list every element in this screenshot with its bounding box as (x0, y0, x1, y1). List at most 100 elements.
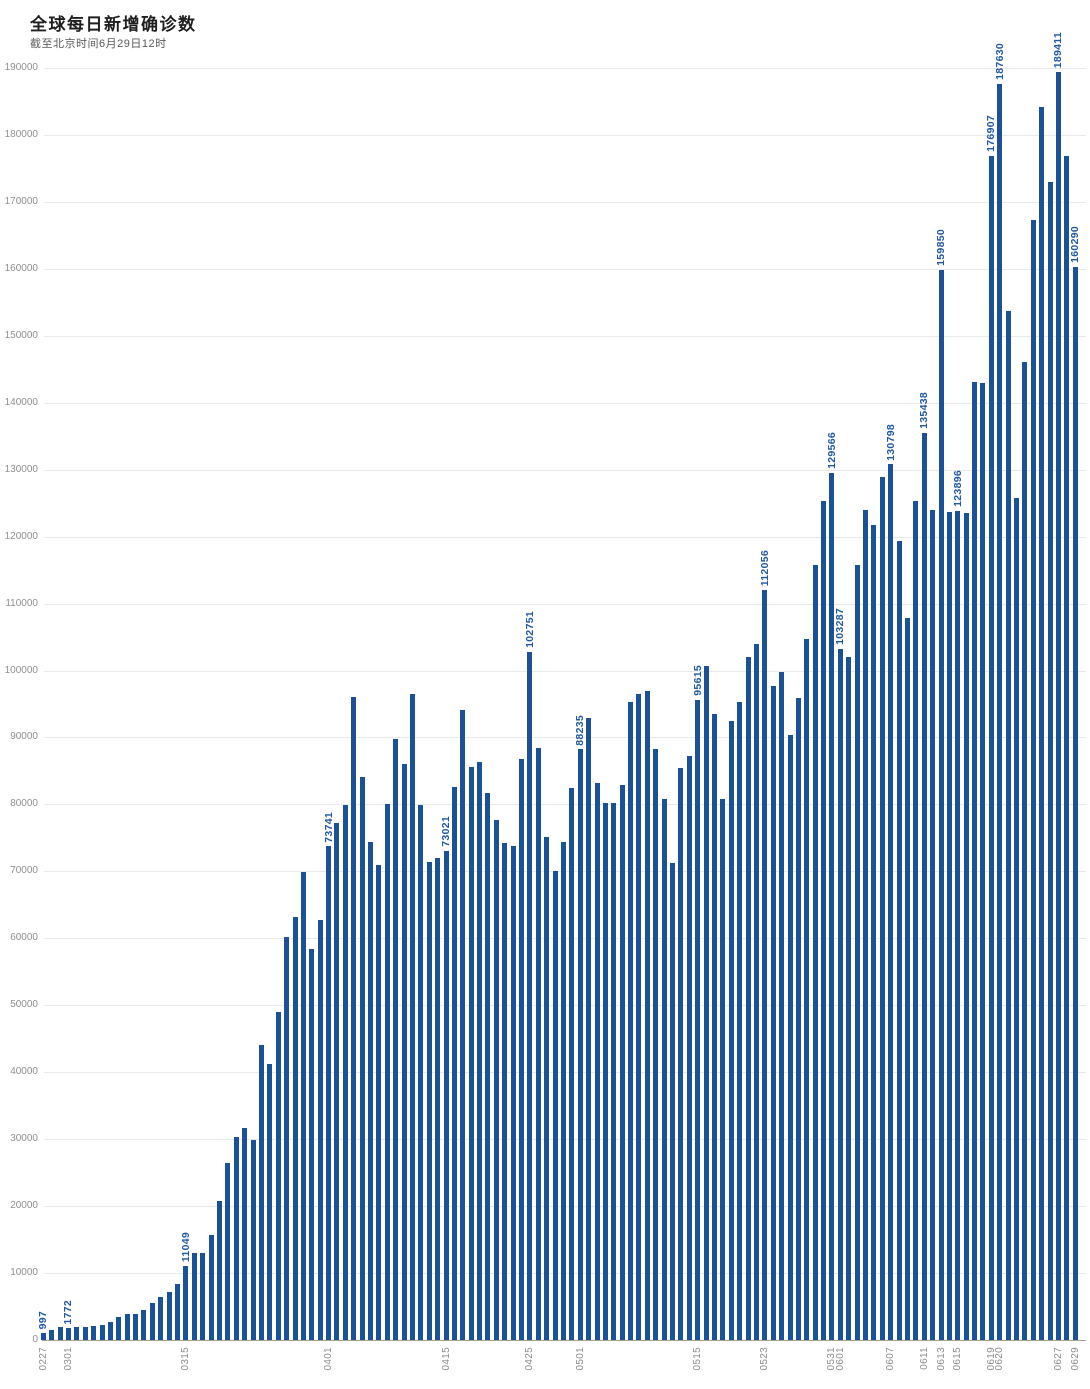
bar (1039, 107, 1045, 1340)
bar (745, 656, 751, 1340)
bar (955, 510, 961, 1340)
bar (40, 1333, 46, 1340)
bar (141, 1310, 147, 1340)
bar (485, 793, 491, 1340)
y-axis-tick-label: 140000 (4, 396, 38, 408)
bar (946, 511, 952, 1340)
y-axis-tick-label: 60000 (10, 932, 38, 944)
bar (65, 1328, 71, 1340)
x-axis-tick-text: 0301 (62, 1347, 74, 1371)
bar (317, 919, 323, 1340)
bar (753, 643, 759, 1340)
x-axis-tick-label: 0615 (951, 1347, 965, 1370)
x-axis-tick-text: 0627 (1052, 1347, 1064, 1371)
bar (972, 381, 978, 1340)
bar (326, 846, 332, 1340)
x-axis-tick-label: 0515 (691, 1347, 705, 1370)
bar (200, 1252, 206, 1340)
y-axis-tick-label: 0 (32, 1334, 38, 1345)
x-axis-tick-text: 0227 (37, 1347, 49, 1371)
bar (619, 785, 625, 1340)
x-axis-tick-text: 0611 (918, 1347, 930, 1370)
bar (502, 842, 508, 1340)
gridline (44, 201, 1086, 203)
bar-value-text: 129566 (825, 431, 838, 469)
bar (284, 936, 290, 1340)
x-axis-tick-label: 0629 (1068, 1347, 1082, 1370)
bar (569, 787, 575, 1340)
bar (938, 269, 944, 1340)
bar (225, 1162, 231, 1340)
bar (216, 1200, 222, 1340)
gridline (44, 335, 1086, 337)
bar (91, 1325, 97, 1340)
x-axis-tick-label: 0415 (439, 1347, 453, 1370)
bar (149, 1302, 155, 1340)
bar (1064, 155, 1070, 1340)
bar (837, 648, 843, 1340)
bar-value-text: 95615 (691, 665, 704, 696)
bar (586, 718, 592, 1340)
y-axis-tick-label: 170000 (4, 195, 38, 207)
bar-value-text: 187630 (993, 43, 1006, 80)
x-axis-tick-label: 0601 (833, 1347, 847, 1370)
gridline (44, 469, 1086, 471)
bar (594, 782, 600, 1340)
bar (1005, 311, 1011, 1340)
bar (963, 512, 969, 1340)
bar-value-text: 11049 (179, 1231, 192, 1263)
bar (451, 787, 457, 1340)
x-axis-tick-text: 0315 (180, 1347, 192, 1371)
bar (116, 1316, 122, 1340)
bar (879, 476, 885, 1340)
bar (57, 1327, 63, 1340)
x-axis-tick-label: 0613 (934, 1347, 948, 1370)
bar (267, 1064, 273, 1340)
gridline (44, 268, 1086, 270)
bar (812, 565, 818, 1340)
bar (258, 1044, 264, 1340)
bar (661, 799, 667, 1340)
bar-value-label: 73021 (439, 816, 453, 847)
x-axis-tick-text: 0515 (692, 1347, 704, 1371)
bar-value-label: 159850 (934, 229, 948, 266)
bar (133, 1314, 139, 1340)
bar-value-text: 176907 (985, 114, 998, 152)
bar (1055, 71, 1061, 1340)
bar (863, 509, 869, 1340)
bar (384, 803, 390, 1340)
bar-value-label: 135438 (917, 392, 931, 429)
bar (560, 842, 566, 1340)
bar (393, 739, 399, 1340)
x-axis-tick-label: 0523 (758, 1347, 772, 1370)
bar (703, 665, 709, 1340)
y-axis-tick-label: 100000 (4, 664, 38, 676)
bar (795, 697, 801, 1340)
bar (292, 916, 298, 1340)
bar (527, 652, 533, 1340)
gridline (44, 804, 1086, 806)
y-axis-tick-label: 90000 (10, 731, 38, 743)
bar (686, 755, 692, 1340)
bar (359, 776, 365, 1340)
x-axis-line (42, 1340, 1086, 1341)
bar (334, 822, 340, 1340)
y-axis-tick-label: 130000 (4, 463, 38, 475)
y-axis-tick-label: 180000 (4, 128, 38, 140)
bar-value-label: 1772 (61, 1300, 75, 1325)
bar-value-label: 112056 (758, 550, 772, 586)
bar-value-text: 135438 (918, 392, 931, 430)
x-axis-tick-label: 0315 (179, 1347, 193, 1370)
x-axis-tick-text: 0523 (759, 1347, 771, 1371)
x-axis-tick-text: 0601 (834, 1347, 846, 1371)
bar (770, 685, 776, 1340)
bar-value-label: 187630 (993, 43, 1007, 80)
bar (468, 767, 474, 1340)
bar (535, 748, 541, 1340)
bar (99, 1325, 105, 1340)
x-axis-tick-label: 0425 (523, 1347, 537, 1370)
chart-title: 全球每日新增确诊数 (30, 15, 197, 34)
x-axis-tick-label: 0620 (993, 1347, 1007, 1370)
bar (300, 872, 306, 1340)
